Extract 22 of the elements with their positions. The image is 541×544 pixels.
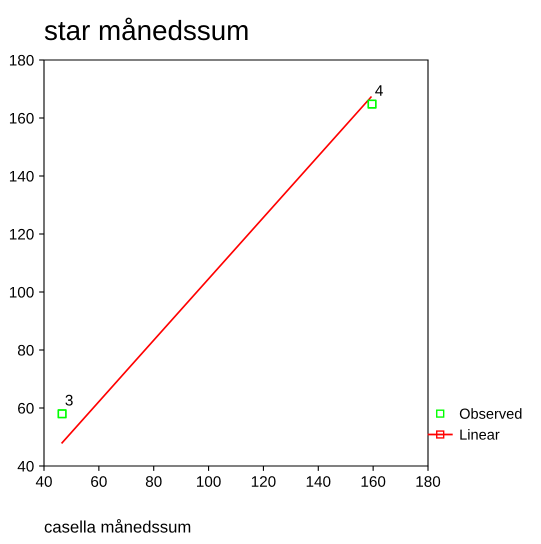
annotation: 3	[65, 394, 73, 406]
x-tick-label: 180	[416, 476, 440, 487]
legend-label: Linear	[460, 429, 500, 440]
y-tick-label: 40	[18, 460, 34, 472]
x-tick-label: 140	[306, 476, 330, 487]
y-tick-label: 80	[18, 344, 34, 356]
x-tick-label: 40	[36, 476, 52, 487]
annotation: 4	[375, 85, 383, 96]
x-tick-label: 120	[252, 476, 276, 487]
y-tick-label: 120	[10, 228, 34, 240]
legend-label: Observed	[460, 408, 522, 419]
x-tick-label: 160	[362, 476, 386, 487]
x-axis-title: casella månedssum	[44, 519, 190, 533]
x-tick-label: 80	[146, 476, 162, 487]
chart-title: star månedssum	[44, 18, 248, 40]
y-tick-label: 60	[18, 402, 34, 414]
x-tick-label: 60	[91, 476, 107, 487]
y-tick-label: 100	[10, 286, 34, 298]
y-tick-label: 160	[10, 112, 34, 124]
y-tick-label: 180	[10, 54, 34, 66]
x-tick-label: 100	[196, 476, 221, 487]
y-tick-label: 140	[10, 170, 34, 182]
